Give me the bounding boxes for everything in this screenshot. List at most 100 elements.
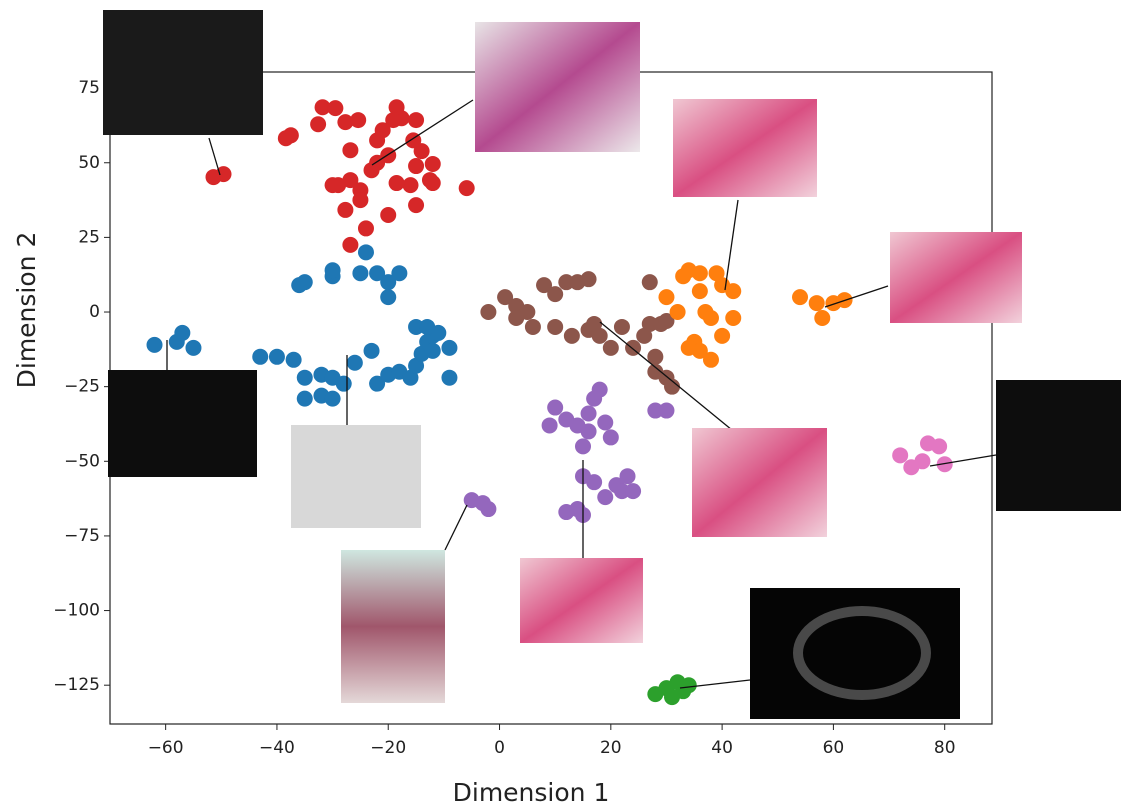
point: [647, 348, 664, 365]
leader-line: [371, 99, 474, 166]
point: [310, 116, 327, 133]
point: [350, 112, 367, 129]
point: [702, 351, 719, 368]
x-tick-label: −20: [370, 738, 406, 758]
point: [580, 405, 597, 422]
thumbnail: [673, 99, 817, 197]
x-tick-label: 0: [494, 738, 505, 758]
leader-line: [929, 454, 997, 467]
point: [296, 274, 313, 291]
point: [296, 369, 313, 386]
y-tick-label: −25: [64, 377, 100, 397]
thumbnail: [475, 22, 640, 152]
point: [580, 423, 597, 440]
point: [792, 289, 809, 306]
point: [931, 438, 948, 455]
point: [402, 369, 419, 386]
point: [547, 286, 564, 303]
leader-line: [444, 504, 468, 551]
point: [814, 309, 831, 326]
point: [658, 402, 675, 419]
x-tick-label: 20: [600, 738, 622, 758]
point: [324, 390, 341, 407]
point: [285, 351, 302, 368]
x-tick-label: 80: [934, 738, 956, 758]
point: [369, 375, 386, 392]
points: [146, 99, 953, 706]
point: [508, 309, 525, 326]
y-tick-label: −75: [64, 526, 100, 546]
point: [691, 265, 708, 282]
point: [580, 271, 597, 288]
point: [591, 381, 608, 398]
point: [146, 336, 163, 353]
point: [342, 236, 359, 253]
thumbnails: [103, 10, 1121, 719]
point: [702, 309, 719, 326]
point: [268, 348, 285, 365]
y-axis-label: Dimension 2: [12, 232, 41, 389]
point: [424, 155, 441, 172]
point: [458, 180, 475, 197]
point: [408, 357, 425, 374]
y-tick-label: 50: [78, 153, 100, 173]
point: [419, 318, 436, 335]
leader-line: [724, 199, 739, 291]
y-tick-label: 25: [78, 227, 100, 247]
point: [391, 265, 408, 282]
point: [602, 339, 619, 356]
point: [547, 318, 564, 335]
point: [337, 201, 354, 218]
point: [324, 177, 341, 194]
point: [602, 429, 619, 446]
point: [441, 339, 458, 356]
point: [619, 468, 636, 485]
point: [424, 175, 441, 192]
point: [497, 289, 514, 306]
point: [641, 315, 658, 332]
point: [691, 283, 708, 300]
point: [408, 197, 425, 214]
y-tick-label: 0: [89, 302, 100, 322]
point: [597, 489, 614, 506]
axes: −60 −40 −20 0 20 40 60 80 −125 −100 −75 −50 −25 0 25 50…: [53, 78, 955, 758]
point: [914, 453, 931, 470]
point: [664, 378, 681, 395]
thumbnail: [520, 558, 643, 643]
point: [708, 265, 725, 282]
leader-line: [208, 137, 221, 176]
point: [327, 100, 344, 117]
point: [380, 274, 397, 291]
point: [641, 274, 658, 291]
point: [647, 402, 664, 419]
x-tick-label: 40: [711, 738, 733, 758]
point: [337, 114, 354, 131]
thumbnail: [291, 425, 421, 528]
point: [408, 112, 425, 129]
point: [402, 177, 419, 194]
point: [725, 283, 742, 300]
point: [408, 158, 425, 175]
point: [441, 369, 458, 386]
y-tick-label: 75: [78, 78, 100, 98]
point: [636, 327, 653, 344]
point: [252, 348, 269, 365]
point: [342, 172, 359, 189]
x-tick-label: −60: [148, 738, 184, 758]
point: [385, 112, 402, 129]
point: [215, 166, 232, 183]
point: [369, 154, 386, 171]
thumbnail: [108, 370, 257, 477]
leader-line: [599, 321, 733, 431]
point: [374, 122, 391, 139]
point: [563, 327, 580, 344]
point: [591, 327, 608, 344]
point: [613, 483, 630, 500]
thumbnail: [103, 10, 263, 135]
point: [669, 674, 686, 691]
point: [658, 312, 675, 329]
thumbnail: [692, 428, 827, 537]
point: [597, 414, 614, 431]
point: [541, 417, 558, 434]
